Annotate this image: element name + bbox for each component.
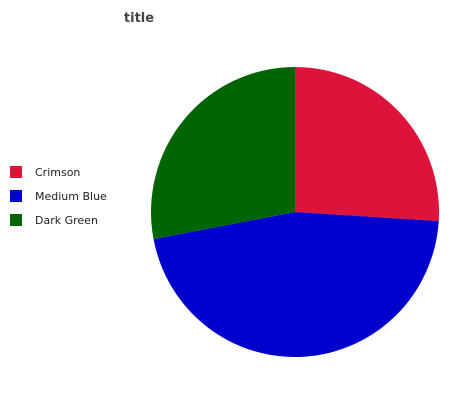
legend-label-crimson: Crimson: [35, 166, 80, 179]
pie-slice-crimson: [295, 67, 440, 222]
legend-swatch-medium-blue: [10, 190, 22, 202]
legend-swatch-dark-green: [10, 214, 22, 226]
legend-label-dark-green: Dark Green: [35, 214, 98, 227]
pie-slice-dark-green: [150, 67, 295, 240]
legend-swatch-crimson: [10, 166, 22, 178]
pie-slices: [150, 67, 440, 358]
chart-title: title: [124, 11, 154, 26]
pie-slice-medium-blue: [153, 212, 439, 358]
legend: Crimson Medium Blue Dark Green: [10, 166, 107, 227]
legend-label-medium-blue: Medium Blue: [35, 190, 107, 203]
